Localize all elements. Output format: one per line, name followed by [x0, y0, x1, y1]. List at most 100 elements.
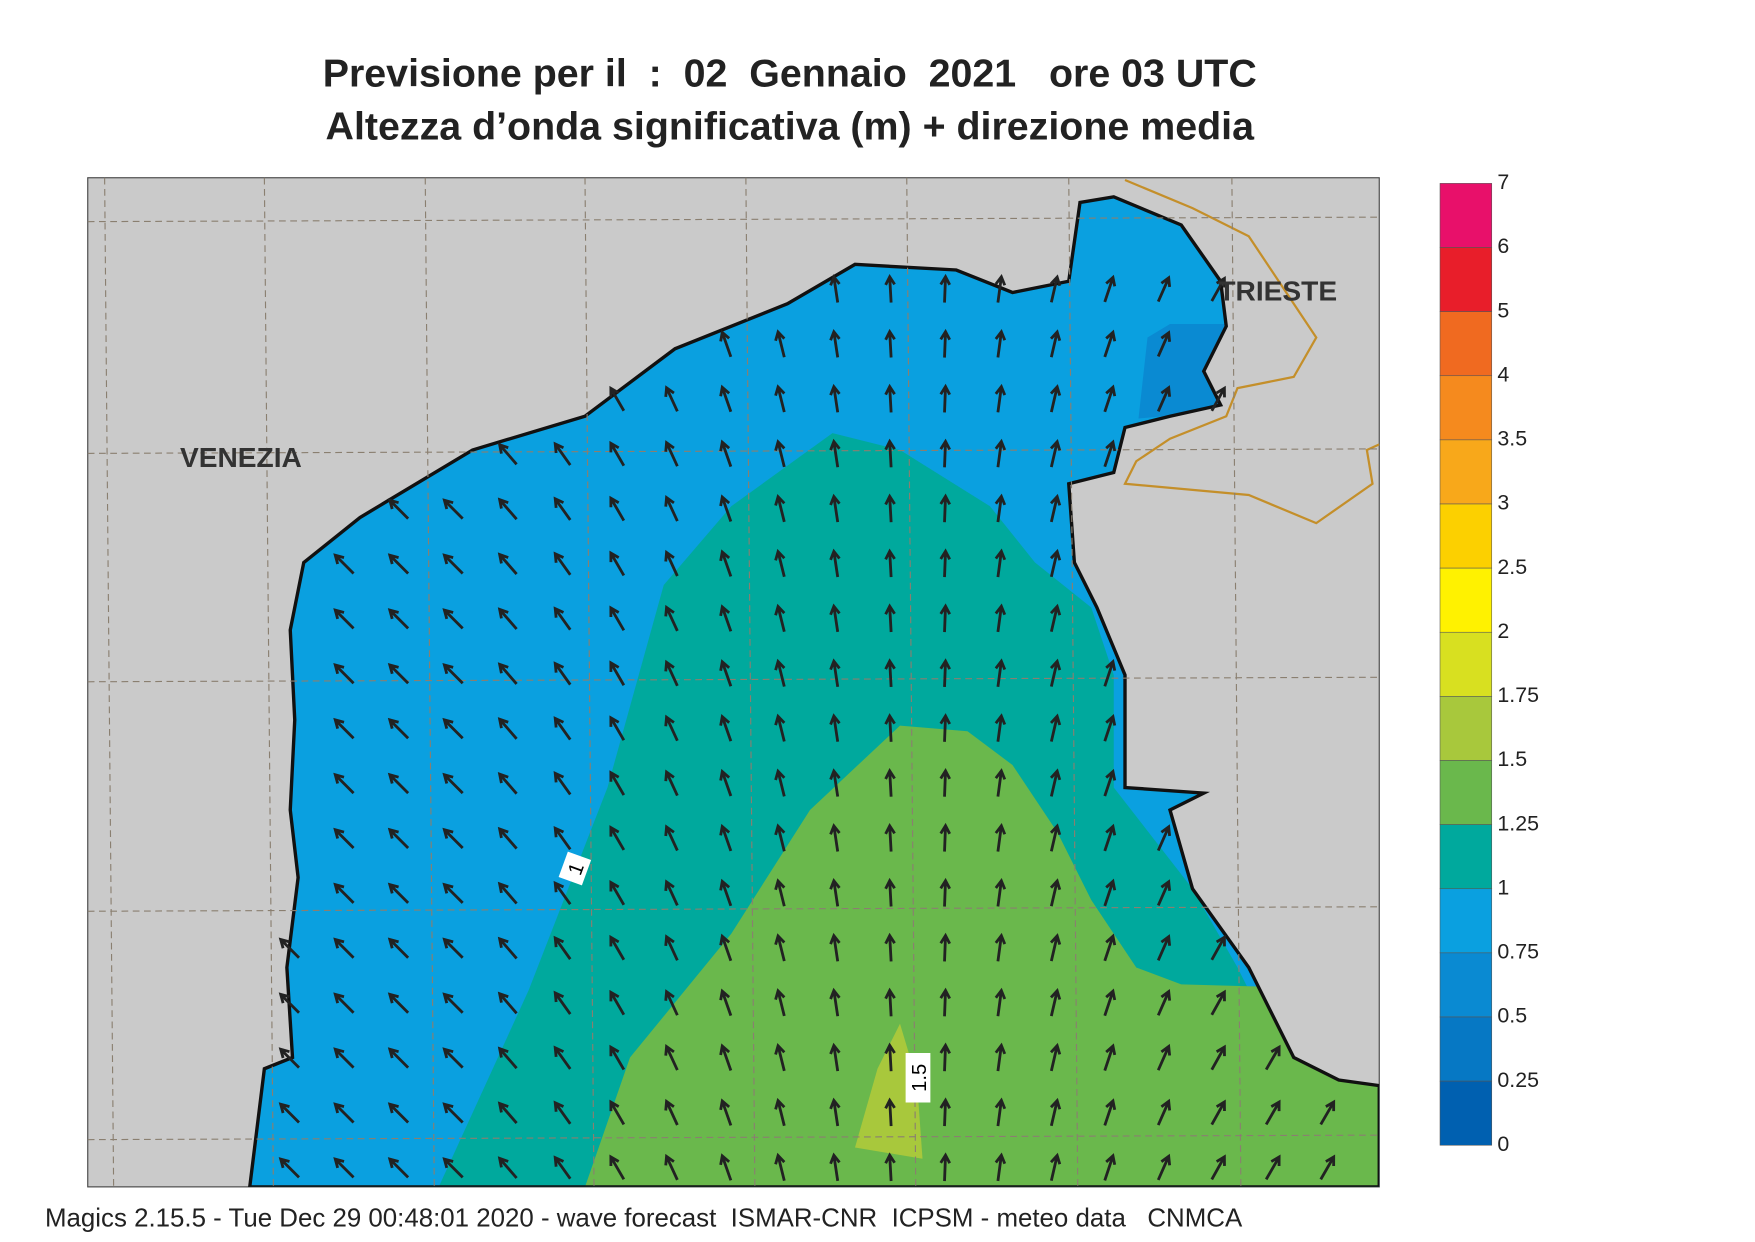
arrow [884, 1097, 896, 1127]
parallel [87, 448, 1380, 454]
legend-level: 0.75 [1497, 940, 1539, 964]
arrow [994, 328, 1007, 358]
arrow [497, 772, 518, 795]
arrow [829, 1152, 841, 1182]
arrow [664, 1044, 679, 1071]
arrow [442, 1157, 464, 1179]
arrow [1049, 1097, 1062, 1127]
arrow [278, 1047, 300, 1069]
arrow [1049, 658, 1062, 687]
arrow [497, 717, 518, 740]
arrow [609, 825, 626, 851]
arrow [333, 882, 355, 904]
sea [248, 195, 1380, 1187]
arrow [1049, 823, 1062, 852]
arrow [1103, 878, 1117, 907]
arrow [829, 768, 841, 797]
arrow [387, 937, 410, 959]
arrow [774, 1152, 786, 1181]
arrow [553, 441, 572, 466]
legend-level: 1.5 [1497, 747, 1527, 771]
parallel [87, 216, 1380, 223]
arrow [719, 439, 733, 468]
arrow [497, 442, 518, 466]
legend-swatch [1439, 311, 1493, 377]
arrow [497, 552, 518, 576]
arrow [442, 772, 464, 795]
arrow [442, 1047, 464, 1069]
arrow [387, 717, 410, 740]
arrow [994, 658, 1007, 688]
arrow [497, 991, 518, 1015]
arrow [442, 662, 464, 685]
arrow [387, 553, 410, 575]
legend-swatch [1439, 631, 1493, 697]
arrow [829, 877, 841, 907]
legend-swatch [1439, 888, 1493, 954]
arrow [664, 769, 679, 797]
arrow [1264, 1099, 1281, 1126]
legend-swatch [1439, 567, 1493, 633]
arrow [387, 1047, 410, 1069]
arrow [1319, 1154, 1336, 1181]
arrow [884, 713, 896, 742]
arrow [387, 608, 410, 630]
arrow [442, 717, 464, 740]
arrow [609, 440, 626, 467]
arrow [1156, 330, 1172, 358]
arrow [442, 498, 464, 520]
arrow [442, 882, 464, 904]
arrow [553, 1045, 572, 1070]
arrow [939, 658, 951, 687]
arrow [1264, 1044, 1281, 1071]
arrow [829, 438, 841, 468]
arrow [1049, 603, 1062, 633]
arrow [939, 493, 951, 523]
arrow [1049, 548, 1062, 578]
arrow [1210, 385, 1226, 412]
legend-swatch [1439, 375, 1493, 441]
arrow [719, 659, 733, 687]
arrow [1156, 275, 1172, 303]
arrow [333, 827, 355, 849]
arrow [884, 548, 896, 578]
legend-swatch [1439, 183, 1493, 248]
arrow [939, 603, 951, 633]
arrow [609, 660, 626, 686]
arrow [1156, 385, 1172, 412]
arrow [497, 1046, 518, 1070]
arrow [609, 715, 626, 741]
arrow [664, 604, 679, 632]
arrow [774, 1097, 786, 1127]
arrow [994, 603, 1007, 633]
legend-level: 5 [1497, 298, 1509, 322]
legend-level: 1.75 [1497, 683, 1539, 707]
place-label: TRIESTE [1218, 275, 1337, 306]
arrow [1049, 713, 1062, 742]
arrow [1156, 989, 1172, 1016]
arrow [333, 553, 355, 575]
arrow [1103, 768, 1117, 797]
legend-level: 0.25 [1497, 1068, 1539, 1092]
arrow [774, 384, 786, 413]
arrow [1156, 879, 1172, 907]
arrow [774, 439, 786, 468]
arrow [994, 768, 1007, 797]
legend-level: 7 [1497, 170, 1509, 194]
legend-swatch [1439, 247, 1493, 312]
arrow [1049, 1042, 1062, 1072]
arrow [1210, 989, 1226, 1016]
arrow [497, 881, 518, 905]
wave-zone [585, 725, 1380, 1187]
arrow [387, 827, 410, 849]
arrow [664, 385, 679, 412]
arrow [884, 383, 896, 413]
arrow [442, 827, 464, 849]
arrow [664, 989, 679, 1016]
arrow [497, 607, 518, 630]
arrow [1103, 659, 1117, 687]
arrow [1103, 823, 1117, 852]
place-label: VENEZIA [180, 442, 302, 473]
parallel [87, 676, 1380, 683]
arrow [719, 329, 733, 358]
